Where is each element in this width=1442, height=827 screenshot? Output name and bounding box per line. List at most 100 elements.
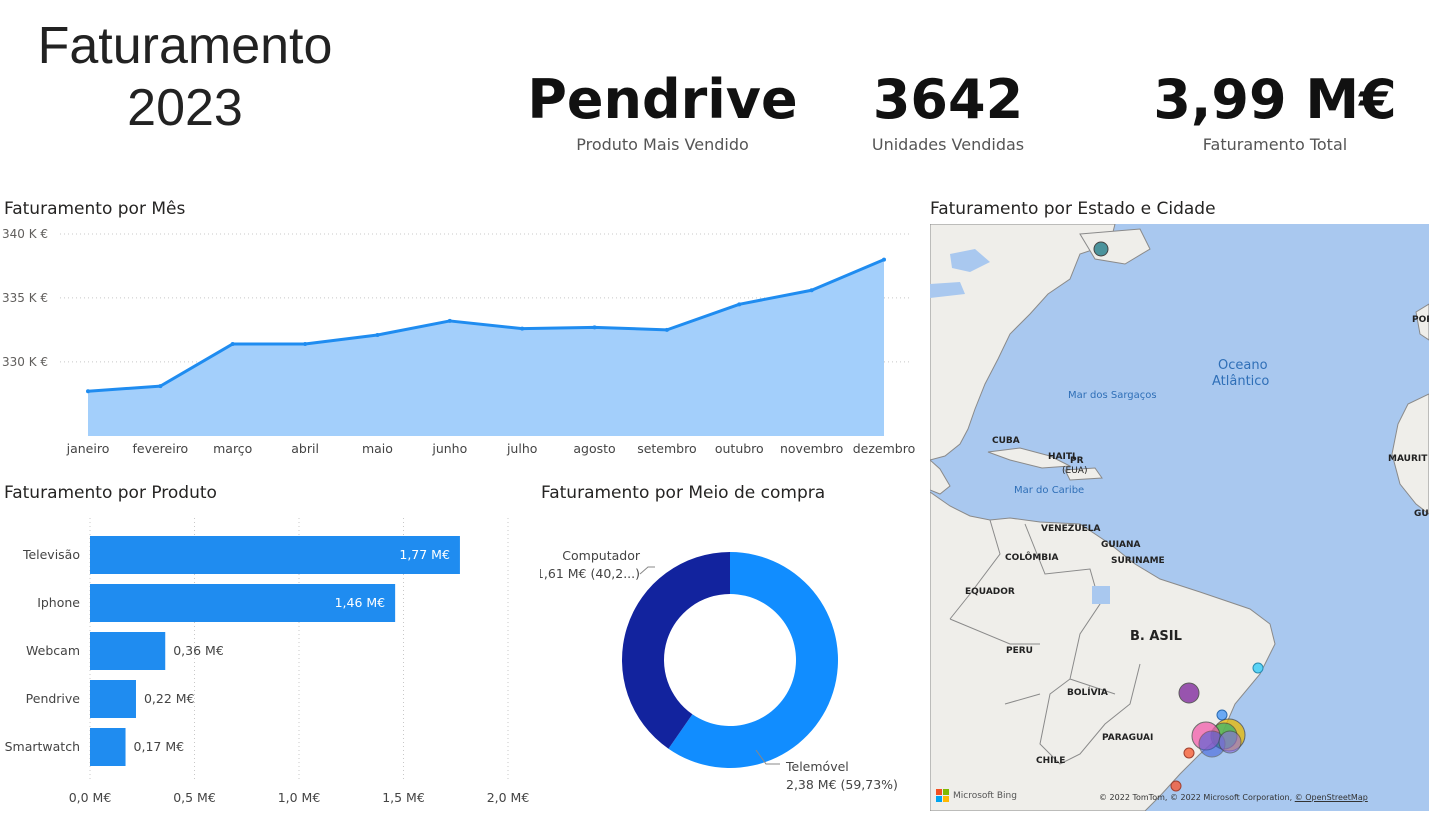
data-point[interactable] — [86, 389, 90, 394]
data-point[interactable] — [303, 341, 308, 346]
map-label-cuba: CUBA — [992, 436, 1020, 446]
bing-logo-icon — [936, 789, 949, 802]
map-label-colombia: COLÔMBIA — [1005, 553, 1059, 563]
map-label-ocean-2: Atlântico — [1212, 374, 1270, 389]
x-tick-label: outubro — [715, 441, 764, 456]
map-label-ecuador: EQUADOR — [965, 587, 1015, 597]
x-tick-label: setembro — [637, 441, 696, 456]
data-label: 1,46 M€ — [335, 595, 386, 610]
y-tick-label: Televisão — [22, 547, 80, 562]
x-tick-label: junho — [431, 441, 467, 456]
map-label-guiana: GUIANA — [1101, 540, 1141, 550]
map-label-pr: PR — [1070, 456, 1084, 466]
data-point[interactable] — [882, 257, 886, 262]
map-label-maurit: MAURIT — [1388, 454, 1428, 464]
report-title-line2: 2023 — [127, 79, 243, 137]
data-label: 0,17 M€ — [134, 739, 185, 754]
data-point[interactable] — [664, 327, 669, 332]
kpi-label: Produto Mais Vendido — [576, 135, 749, 154]
map-label-chile: CHILE — [1036, 756, 1066, 766]
x-tick-label: julho — [506, 441, 537, 456]
y-tick-label: Iphone — [37, 595, 80, 610]
map-visual[interactable]: Oceano Atlântico Mar dos Sargaços Mar do… — [930, 224, 1429, 811]
x-tick-label: 1,0 M€ — [278, 790, 321, 805]
kpi-card-total-revenue[interactable]: 3,99 M€ Faturamento Total — [1140, 68, 1410, 154]
report-title-line1: Faturamento — [37, 17, 333, 75]
x-tick-label: março — [213, 441, 252, 456]
map-label-venezuela: VENEZUELA — [1041, 524, 1101, 534]
bar[interactable] — [90, 680, 136, 718]
map-label-paraguai: PARAGUAI — [1102, 733, 1154, 743]
slice-name-label: Computador — [562, 548, 641, 563]
map-copyright-text: © 2022 TomTom, © 2022 Microsoft Corporat… — [1099, 793, 1293, 802]
y-tick-label: 340 K € — [2, 227, 48, 241]
lake — [950, 249, 990, 272]
y-tick-label: Webcam — [26, 643, 80, 658]
monthly-chart-title: Faturamento por Mês — [4, 199, 186, 219]
x-tick-label: 0,5 M€ — [173, 790, 216, 805]
map-bubble — [1183, 747, 1195, 759]
map-bubble — [1170, 780, 1182, 792]
data-point[interactable] — [520, 326, 525, 331]
map-label-gu: GU — [1414, 509, 1429, 519]
x-tick-label: abril — [291, 441, 319, 456]
series-line[interactable] — [87, 258, 885, 393]
lake — [930, 282, 965, 298]
lake-small — [1092, 586, 1110, 604]
data-point[interactable] — [592, 325, 597, 330]
x-tick-label: janeiro — [66, 441, 110, 456]
data-point[interactable] — [809, 288, 814, 293]
bar[interactable] — [90, 632, 166, 670]
bar[interactable] — [90, 584, 396, 622]
map-label-suriname: SURINAME — [1111, 556, 1165, 566]
land-central-america — [930, 459, 951, 495]
monthly-revenue-area-chart[interactable]: 330 K € 335 K € 340 K € janeiro fevereiro mar… — [0, 222, 920, 462]
kpi-card-units-sold[interactable]: 3642 Unidades Vendidas — [838, 68, 1058, 154]
data-label: 0,36 M€ — [173, 643, 224, 658]
slice-value-label: 2,38 M€ (59,73%) — [786, 777, 898, 792]
product-revenue-bar-chart[interactable]: 0,0 M€ 0,5 M€ 1,0 M€ 1,5 M€ 2,0 M€ Televisão 1… — [0, 512, 540, 812]
y-tick-label: Pendrive — [26, 691, 81, 706]
y-tick-label: Smartwatch — [5, 739, 80, 754]
land-hispaniola — [1064, 467, 1103, 481]
kpi-value: 3,99 M€ — [1153, 68, 1397, 131]
data-point[interactable] — [375, 333, 380, 337]
map-bubble — [1252, 662, 1264, 674]
kpi-label: Faturamento Total — [1202, 135, 1348, 154]
bing-logo-text: Microsoft Bing — [953, 790, 1017, 801]
data-point[interactable] — [230, 341, 235, 346]
map-title: Faturamento por Estado e Cidade — [930, 199, 1216, 219]
land-cuba — [987, 447, 1072, 469]
data-label: 0,22 M€ — [144, 691, 195, 706]
leader-line — [639, 566, 655, 575]
map-bubbles[interactable] — [930, 224, 1429, 811]
donut-slice[interactable] — [622, 552, 730, 749]
channel-donut-chart[interactable]: Telemóvel 2,38 M€ (59,73%) Computador 1,61 … — [540, 512, 925, 812]
data-point[interactable] — [447, 318, 452, 323]
map-copyright: © 2022 TomTom, © 2022 Microsoft Corporat… — [1099, 793, 1368, 802]
x-tick-label: 1,5 M€ — [382, 790, 425, 805]
data-point[interactable] — [158, 384, 163, 389]
slice-name-label: Telemóvel — [785, 759, 849, 774]
y-tick-label: 330 K € — [2, 355, 48, 369]
data-point[interactable] — [737, 302, 742, 307]
x-tick-label: 2,0 M€ — [487, 790, 530, 805]
map-label-peru: PERU — [1006, 646, 1033, 656]
x-tick-label: fevereiro — [132, 441, 188, 456]
map-canvas[interactable] — [930, 224, 1429, 811]
donut-slice[interactable] — [668, 552, 838, 768]
map-bubble — [1218, 730, 1242, 754]
leader-line — [755, 749, 780, 765]
bar[interactable] — [90, 536, 460, 574]
report-title: Faturamento 2023 — [20, 16, 350, 138]
osm-link[interactable]: © OpenStreetMap — [1294, 793, 1368, 802]
map-label-por: POR — [1412, 315, 1429, 325]
x-tick-label: novembro — [780, 441, 843, 456]
kpi-value: Pendrive — [527, 68, 798, 131]
map-label-caribbean: Mar do Caribe — [1014, 485, 1085, 496]
data-label: 1,77 M€ — [399, 547, 450, 562]
kpi-card-top-product[interactable]: Pendrive Produto Mais Vendido — [520, 68, 805, 154]
kpi-label: Unidades Vendidas — [871, 135, 1025, 154]
country-borders — [949, 519, 1141, 765]
bar[interactable] — [90, 728, 126, 766]
